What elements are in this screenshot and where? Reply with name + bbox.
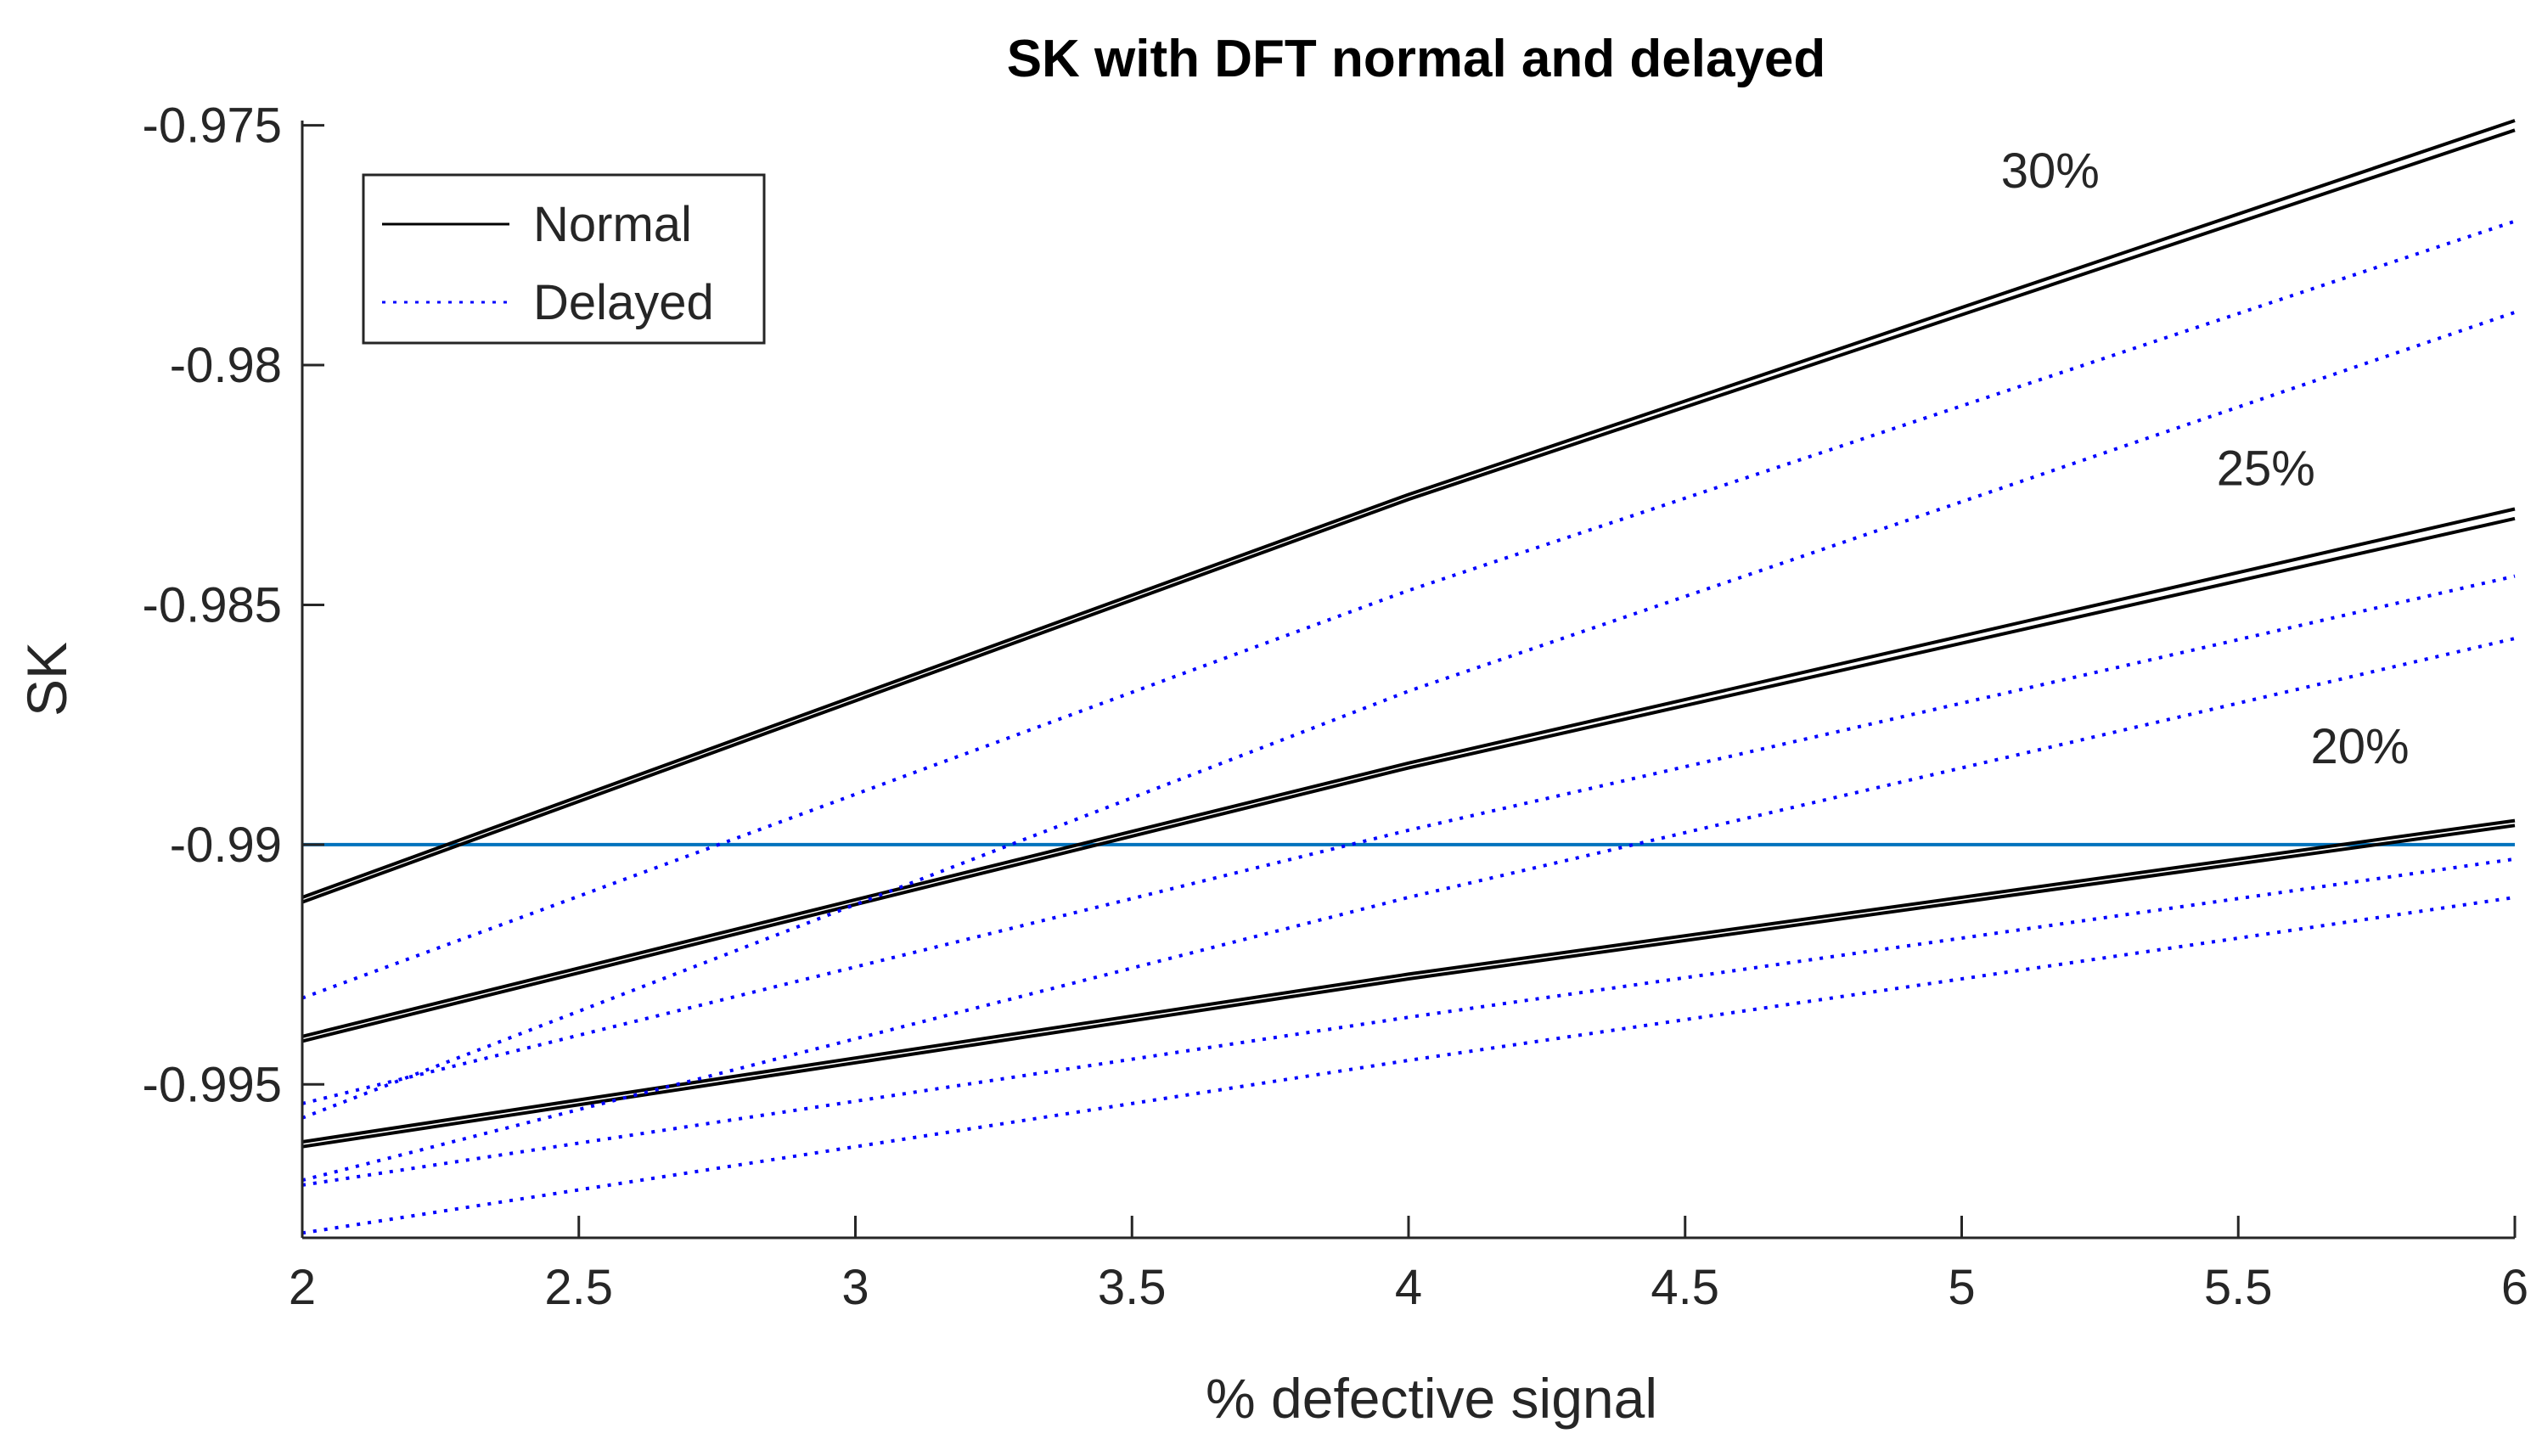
series-line-normal-30-a: [301, 119, 2516, 899]
series-line-normal-25-b: [301, 516, 2516, 1043]
series-line-normal-20-a: [301, 818, 2516, 1144]
series-line-delayed-25-a: [301, 574, 2516, 1105]
x-tick-label: 5.5: [2204, 1260, 2273, 1315]
y-tick-label: -0.975: [143, 98, 282, 154]
axes: 2 2.5 3 3.5 4 4.5 5 5.5 6 -0.975 -0.98 -0.985 -0.99 -…: [143, 98, 2529, 1315]
x-axis-label: % defective signal: [1206, 1367, 1657, 1430]
series-line-normal-25-a: [301, 507, 2516, 1038]
series-line-normal-20-b: [301, 824, 2516, 1149]
legend-label-delayed: Delayed: [533, 275, 714, 330]
series-line-normal-30-b: [301, 128, 2516, 904]
series-lines: [301, 119, 2516, 1235]
y-tick-label: -0.98: [170, 338, 282, 393]
y-tick-label: -0.985: [143, 577, 282, 632]
series-line-delayed-25-b: [301, 637, 2516, 1183]
x-tick-label: 2: [289, 1260, 316, 1315]
y-axis-label: SK: [15, 642, 78, 717]
annotation-label: 30%: [2001, 143, 2100, 199]
chart-title: SK with DFT normal and delayed: [1007, 30, 1826, 88]
y-tick-label: -0.995: [143, 1057, 282, 1112]
annotations: 30% 25% 20%: [2001, 143, 2410, 774]
x-tick-label: 5: [1948, 1260, 1975, 1315]
x-tick-label: 4: [1395, 1260, 1422, 1315]
series-line-delayed-30-a: [301, 219, 2516, 1000]
y-tick-label: -0.99: [170, 818, 282, 873]
x-tick-label: 6: [2501, 1260, 2528, 1315]
annotation-label: 25%: [2217, 441, 2315, 496]
series-line-delayed-30-b: [301, 311, 2516, 1120]
x-tick-label: 4.5: [1651, 1260, 1719, 1315]
annotation-label: 20%: [2311, 719, 2410, 774]
legend-box: [362, 173, 766, 345]
legend-label-normal: Normal: [533, 197, 692, 252]
x-tick-label: 3: [841, 1260, 869, 1315]
x-tick-label: 3.5: [1098, 1260, 1167, 1315]
x-tick-label: 2.5: [544, 1260, 613, 1315]
legend[interactable]: Normal Delayed: [362, 173, 766, 345]
